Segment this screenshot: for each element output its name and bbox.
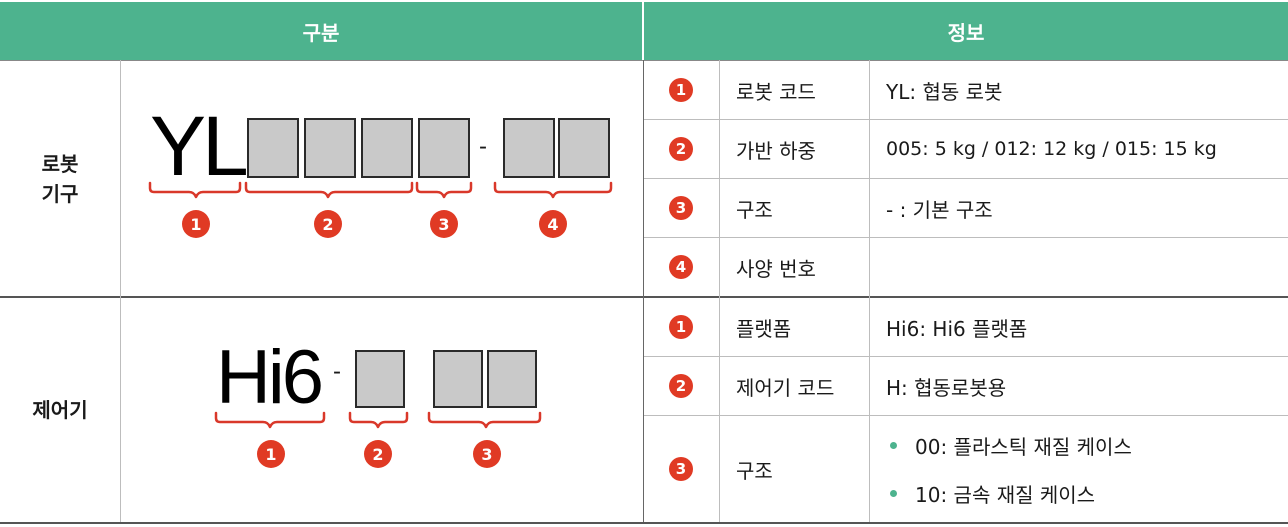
code-box	[247, 118, 299, 178]
row-number: 1	[644, 298, 718, 356]
code-box	[361, 118, 413, 178]
brace-lines	[214, 411, 542, 429]
diagram-badge: 3	[473, 440, 501, 468]
divider	[0, 60, 1288, 61]
code-separator: -	[333, 358, 341, 385]
bullet-dot-icon	[890, 489, 897, 497]
header-info: 정보	[644, 2, 1288, 60]
code-box	[503, 118, 555, 178]
divider	[719, 60, 720, 522]
diagram-badge: 2	[364, 440, 392, 468]
code-prefix: Hi6	[216, 335, 324, 420]
diagram-badge: 1	[182, 210, 210, 238]
number-badge: 1	[669, 315, 693, 339]
bottom-border	[0, 522, 1288, 524]
number-badge: 2	[669, 374, 693, 398]
divider	[644, 119, 1288, 120]
code-box	[433, 350, 483, 408]
header-category: 구분	[0, 2, 642, 60]
divider	[644, 356, 1288, 357]
code-prefix: YL	[150, 99, 249, 193]
bullet-text: 10: 금속 재질 케이스	[915, 482, 1096, 507]
code-box	[558, 118, 610, 178]
code-separator: -	[479, 133, 487, 160]
row-number: 3	[644, 179, 718, 237]
category-controller: 제어기	[0, 298, 120, 522]
number-badge: 2	[669, 137, 693, 161]
brace-lines	[148, 181, 613, 199]
list-item: 00: 플라스틱 재질 케이스	[886, 421, 1132, 469]
divider	[644, 237, 1288, 238]
code-box	[355, 350, 405, 408]
number-badge: 1	[669, 78, 693, 102]
diagram-badge: 1	[257, 440, 285, 468]
category-line: 기구	[41, 181, 79, 206]
divider	[644, 415, 1288, 416]
bullet-text: 00: 플라스틱 재질 케이스	[915, 434, 1132, 459]
diagram-badge: 2	[314, 210, 342, 238]
code-box	[304, 118, 356, 178]
diagram-badge: 4	[539, 210, 567, 238]
list-item: 10: 금속 재질 케이스	[886, 469, 1132, 517]
divider	[644, 178, 1288, 179]
code-box	[487, 350, 537, 408]
bullet-dot-icon	[890, 441, 897, 449]
code-box	[418, 118, 470, 178]
divider	[120, 60, 121, 522]
number-badge: 4	[669, 255, 693, 279]
row-label: 구조	[736, 458, 773, 483]
row-value: YL: 협동 로봇	[886, 79, 1003, 104]
row-number: 3	[644, 416, 718, 522]
divider	[643, 60, 644, 522]
row-label: 플랫폼	[736, 316, 792, 341]
row-value: - : 기본 구조	[886, 197, 993, 222]
diagram-badge: 3	[430, 210, 458, 238]
row-label: 로봇 코드	[736, 79, 816, 104]
number-badge: 3	[669, 457, 693, 481]
row-number: 2	[644, 120, 718, 178]
category-line: 제어기	[32, 398, 88, 422]
category-robot: 로봇 기구	[0, 61, 120, 296]
row-value: 005: 5 kg / 012: 12 kg / 015: 15 kg	[886, 138, 1217, 160]
row-number: 4	[644, 238, 718, 296]
row-label: 사양 번호	[736, 256, 816, 281]
row-value: Hi6: Hi6 플랫폼	[886, 316, 1028, 341]
row-value	[870, 238, 1286, 296]
row-label: 구조	[736, 197, 773, 222]
row-label: 가반 하중	[736, 138, 816, 163]
row-number: 2	[644, 357, 718, 415]
row-number: 1	[644, 61, 718, 119]
row-value: H: 협동로봇용	[886, 375, 1007, 400]
row-label: 제어기 코드	[736, 375, 835, 400]
divider	[869, 60, 870, 522]
category-line: 로봇	[41, 151, 79, 176]
bullet-list: 00: 플라스틱 재질 케이스 10: 금속 재질 케이스	[870, 421, 1132, 517]
number-badge: 3	[669, 196, 693, 220]
section-divider	[0, 296, 1288, 298]
